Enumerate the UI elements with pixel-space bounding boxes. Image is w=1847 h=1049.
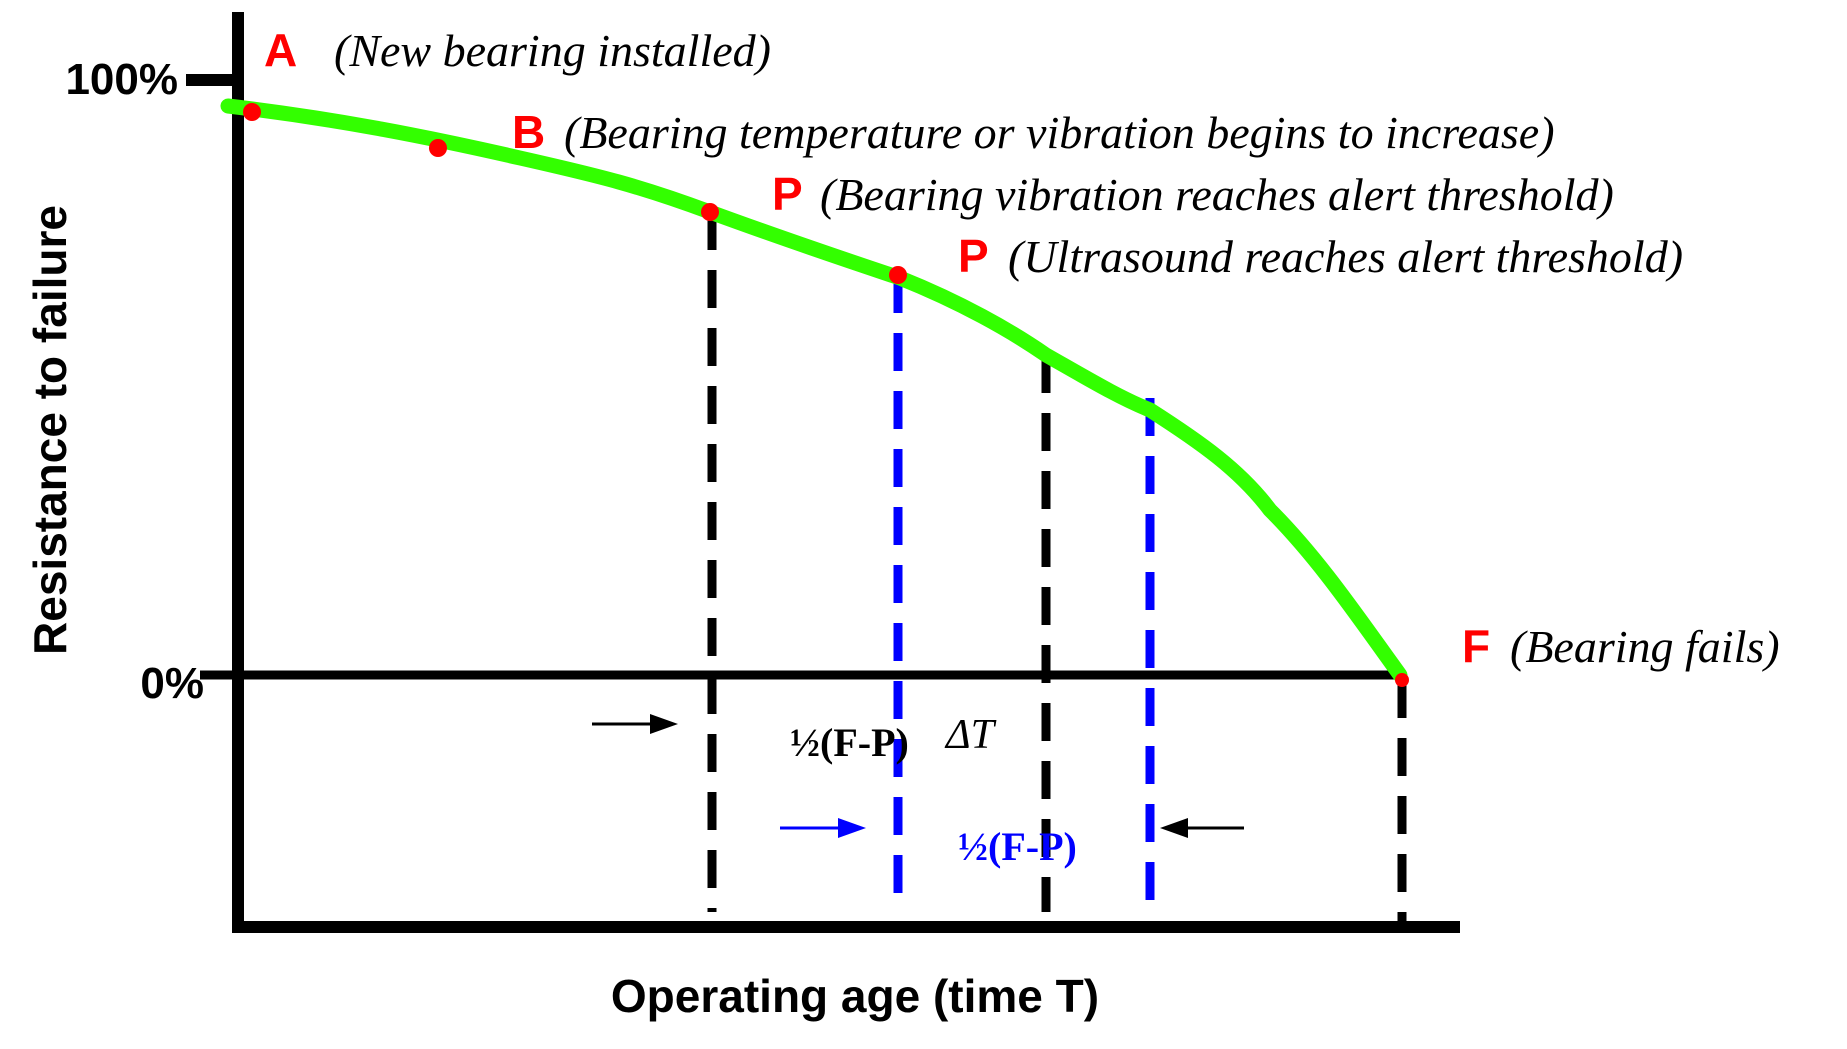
- label-desc-b: (Bearing temperature or vibration begins…: [564, 107, 1555, 158]
- label-desc-p2: (Ultrasound reaches alert threshold): [1008, 231, 1683, 282]
- degradation-curve: [220, 98, 1408, 683]
- y-axis-label: Resistance to failure: [24, 205, 76, 655]
- interval-lines: [707, 212, 1407, 925]
- label-letter-p1: P: [772, 168, 803, 220]
- point-a: [243, 103, 261, 121]
- delta-t-label: ΔT: [944, 712, 997, 758]
- point-p1: [701, 203, 719, 221]
- point-b: [429, 139, 447, 157]
- point-f: [1395, 673, 1409, 687]
- label-desc-a: (New bearing installed): [334, 25, 771, 76]
- point-p2: [889, 266, 907, 284]
- label-desc-f: (Bearing fails): [1510, 621, 1780, 672]
- half-fp-blue-label: ½(F-P): [958, 824, 1077, 869]
- x-axis-label: Operating age (time T): [611, 970, 1099, 1022]
- axes: [186, 12, 1460, 933]
- label-letter-p2: P: [958, 230, 989, 282]
- label-letter-b: B: [512, 106, 545, 158]
- blue-arrow-right-head-icon: [838, 818, 866, 838]
- black-arrow-head-icon: [650, 714, 678, 734]
- label-letter-a: A: [264, 24, 297, 76]
- point-annotations: A (New bearing installed) B (Bearing tem…: [264, 24, 1780, 672]
- tick-label-0: 0%: [140, 659, 204, 708]
- tick-label-100: 100%: [65, 55, 178, 104]
- half-fp-black-label: ½(F-P): [790, 720, 909, 765]
- label-desc-p1: (Bearing vibration reaches alert thresho…: [820, 169, 1614, 220]
- black-arrow-left-head-icon: [1160, 818, 1188, 838]
- interval-annotations: ½(F-P) ΔT ½(F-P): [592, 712, 1244, 869]
- label-letter-f: F: [1462, 620, 1490, 672]
- curve-points: [243, 103, 1409, 687]
